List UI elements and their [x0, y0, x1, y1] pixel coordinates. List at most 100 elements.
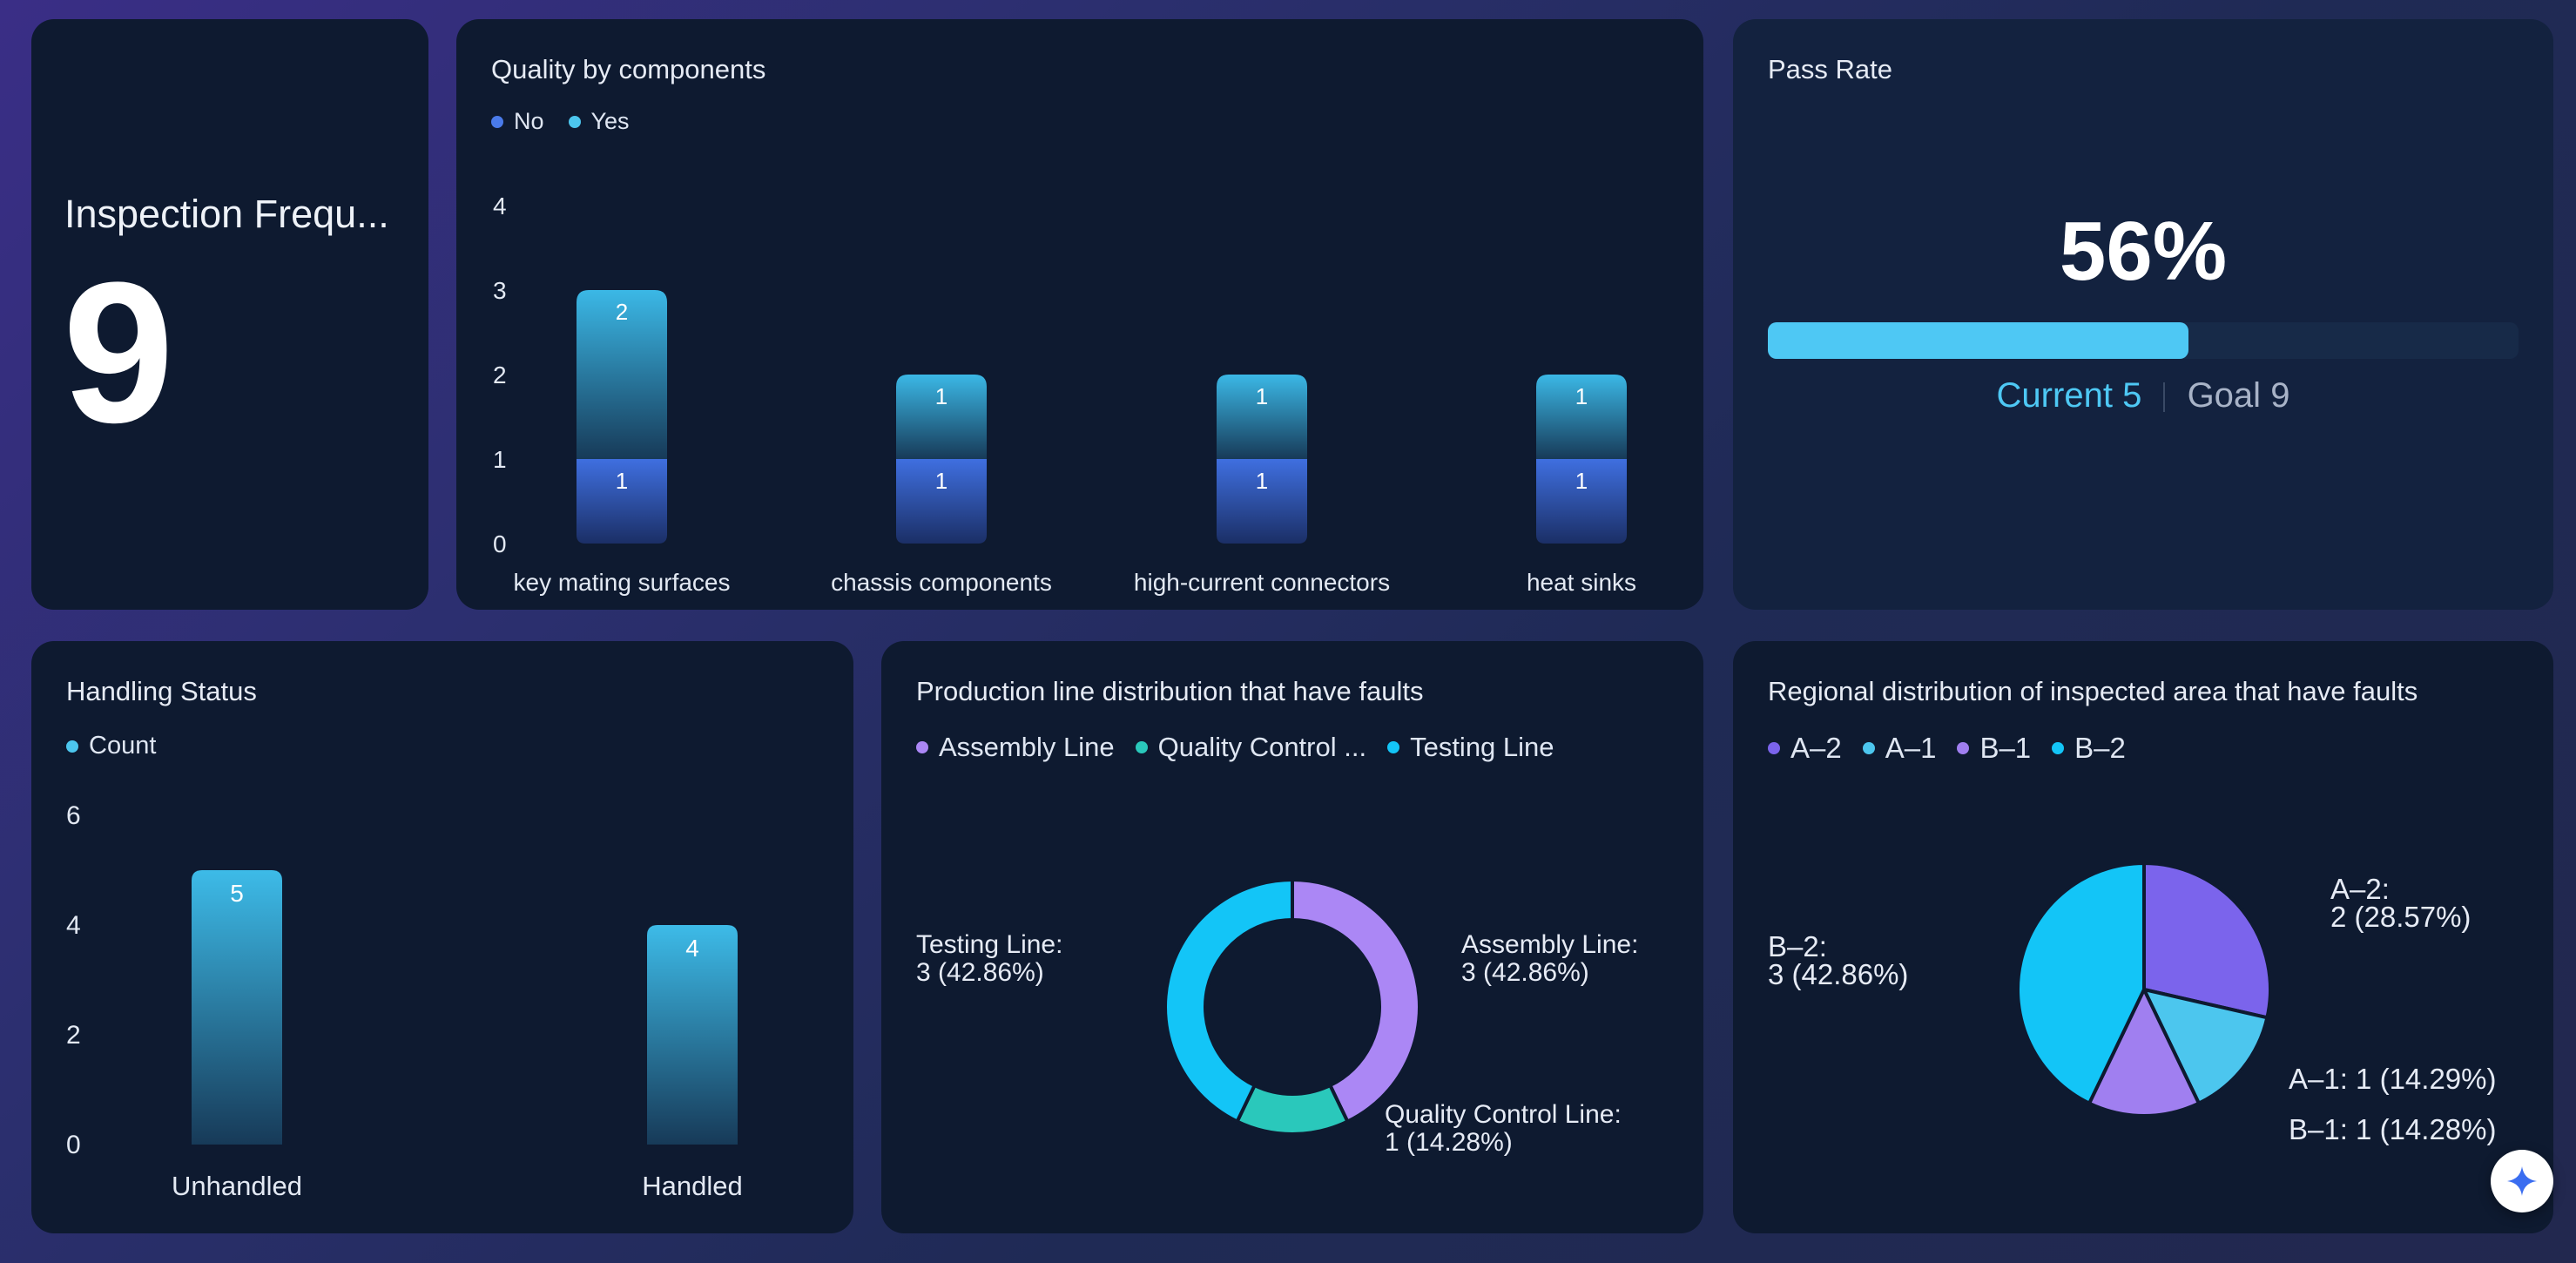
legend-label-testing: Testing Line — [1410, 732, 1554, 762]
legend-item-quality-control[interactable]: Quality Control ... — [1135, 732, 1367, 763]
slice-label-b-1: B–1: 1 (14.28%) — [2289, 1113, 2496, 1145]
slice-testing-line — [1163, 877, 1294, 1125]
bar-no-chassis-components — [896, 459, 987, 544]
bar-no-key-mating-surfaces — [577, 459, 667, 544]
legend-label-assembly: Assembly Line — [939, 732, 1115, 762]
handling-chart-card: Handling Status Count 0 2 4 6 5 Unhandled 4 Han… — [31, 641, 853, 1233]
slice-label-a-2: A–2: 2 (28.57%) — [2330, 873, 2471, 933]
handling-chart-legend: Count — [66, 732, 156, 760]
y-tick-label: 3 — [493, 277, 507, 304]
x-tick-label: chassis components — [831, 569, 1052, 596]
pass-rate-current: Current 5 — [1997, 376, 2152, 415]
slice-label-a-1: A–1: 1 (14.29%) — [2289, 1063, 2496, 1095]
data-label-no: 1 — [1256, 468, 1268, 494]
legend-dot-a2 — [1768, 742, 1780, 754]
data-label-yes: 1 — [1256, 383, 1268, 409]
legend-label-a2: A–2 — [1790, 732, 1842, 764]
legend-item-b1[interactable]: B–1 — [1957, 732, 2031, 765]
y-tick-label: 2 — [493, 361, 507, 388]
pass-rate-title: Pass Rate — [1768, 54, 1893, 84]
x-tick-label: Unhandled — [172, 1171, 302, 1201]
bar-handled — [647, 925, 738, 1145]
ai-assistant-button[interactable] — [2491, 1150, 2553, 1212]
x-tick-label: high-current connectors — [1134, 569, 1390, 596]
slice-label-testing-line: Testing Line: 3 (42.86%) — [916, 930, 1062, 987]
pass-rate-stats: Current 5 Goal 9 — [1733, 376, 2553, 415]
data-label-no: 1 — [616, 468, 628, 494]
y-tick-label: 2 — [66, 1021, 81, 1050]
legend-label-yes: Yes — [590, 108, 630, 134]
data-label-yes: 1 — [1575, 383, 1588, 409]
legend-item-count[interactable]: Count — [66, 732, 156, 760]
legend-label-b2: B–2 — [2074, 732, 2126, 764]
data-label-no: 1 — [935, 468, 947, 494]
slice-quality-control-line — [1234, 1083, 1351, 1136]
slice-a-2 — [2142, 861, 2272, 1020]
slice-label-quality-control-line: Quality Control Line: 1 (14.28%) — [1385, 1100, 1622, 1157]
legend-label-quality-control: Quality Control ... — [1157, 732, 1367, 762]
y-tick-label: 0 — [493, 530, 507, 557]
y-tick-label: 4 — [66, 911, 81, 940]
legend-item-no[interactable]: No — [491, 108, 544, 135]
bar-no-high-current-connectors — [1217, 459, 1307, 544]
pass-rate-card: Pass Rate 56% Current 5 Goal 9 — [1733, 19, 2553, 610]
data-label-handled: 4 — [685, 935, 699, 962]
handling-bar-chart: 0 2 4 6 5 Unhandled 4 Handled — [66, 801, 743, 1201]
x-tick-label: Handled — [642, 1171, 742, 1201]
bar-yes-heat-sinks — [1536, 375, 1627, 459]
legend-item-testing[interactable]: Testing Line — [1387, 732, 1554, 763]
regional-chart-card: Regional distribution of inspected area … — [1733, 641, 2553, 1233]
handling-chart-title: Handling Status — [66, 676, 257, 706]
slice-a-1 — [2141, 987, 2269, 1106]
regional-chart-legend: A–2 A–1 B–1 B–2 — [1768, 732, 2126, 765]
slice-assembly-line — [1291, 877, 1421, 1125]
stats-divider — [2163, 382, 2166, 413]
production-donut-chart: Assembly Line: 3 (42.86%) Quality Control … — [916, 877, 1638, 1157]
legend-label-count: Count — [89, 732, 157, 760]
legend-dot-testing — [1387, 741, 1400, 753]
y-tick-label: 0 — [66, 1131, 81, 1159]
data-label-yes: 1 — [935, 383, 947, 409]
legend-item-assembly[interactable]: Assembly Line — [916, 732, 1115, 763]
components-bar-chart: 0 1 2 3 4 1 2 key mating surfaces 1 1 chassis comp… — [493, 192, 1636, 596]
data-label-yes: 2 — [616, 299, 628, 325]
pass-rate-goal: Goal 9 — [2188, 376, 2290, 415]
kpi-value: 9 — [63, 240, 174, 464]
y-tick-label: 1 — [493, 446, 507, 473]
goal-label: Goal — [2187, 376, 2262, 415]
current-label: Current — [1996, 376, 2113, 415]
y-tick-label: 4 — [493, 192, 507, 220]
pass-rate-percent: 56% — [2059, 205, 2228, 298]
bar-no-heat-sinks — [1536, 459, 1627, 544]
legend-dot-quality-control — [1135, 741, 1148, 753]
slice-label-assembly-line: Assembly Line: 3 (42.86%) — [1461, 930, 1638, 987]
pass-rate-progress-track — [1768, 322, 2519, 359]
x-tick-label: heat sinks — [1527, 569, 1636, 596]
bar-unhandled — [192, 870, 282, 1145]
legend-item-a2[interactable]: A–2 — [1768, 732, 1842, 765]
bar-yes-high-current-connectors — [1217, 375, 1307, 459]
production-chart-legend: Assembly Line Quality Control ... Testin… — [916, 732, 1554, 763]
legend-dot-no — [491, 115, 503, 128]
current-value: 5 — [2122, 376, 2142, 415]
legend-item-b2[interactable]: B–2 — [2052, 732, 2126, 765]
sparkle-icon — [2507, 1166, 2537, 1196]
slice-b-1 — [2087, 985, 2202, 1118]
legend-item-yes[interactable]: Yes — [568, 108, 630, 135]
goal-value: 9 — [2270, 376, 2290, 415]
legend-label-b1: B–1 — [1979, 732, 2032, 764]
x-tick-label: key mating surfaces — [514, 569, 731, 596]
bar-yes-chassis-components — [896, 375, 987, 459]
legend-dot-count — [66, 740, 78, 753]
data-label-no: 1 — [1575, 468, 1588, 494]
components-chart-legend: No Yes — [491, 108, 630, 135]
legend-dot-assembly — [916, 741, 928, 753]
legend-dot-yes — [568, 115, 581, 128]
legend-item-a1[interactable]: A–1 — [1862, 732, 1936, 765]
legend-dot-a1 — [1862, 742, 1875, 754]
production-chart-card: Production line distribution that have f… — [881, 641, 1703, 1233]
data-label-unhandled: 5 — [230, 880, 244, 907]
slice-label-b-2: B–2: 3 (42.86%) — [1768, 930, 1908, 990]
legend-label-no: No — [514, 108, 544, 134]
